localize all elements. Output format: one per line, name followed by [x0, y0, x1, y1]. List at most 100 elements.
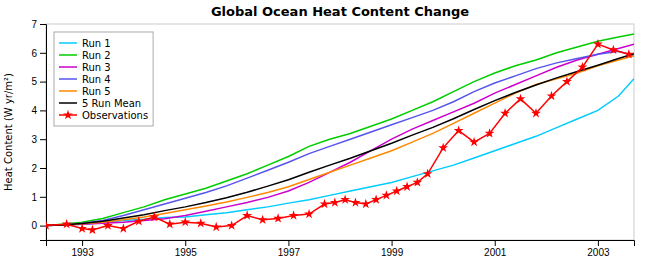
tick: 2003 [587, 240, 610, 258]
legend-label: Run 4 [82, 74, 111, 85]
legend-swatch [59, 42, 77, 44]
x-axis: 1993 1995 1997 1999 2001 2003 [47, 240, 635, 258]
tick-mark [598, 240, 599, 246]
marker [304, 209, 314, 218]
marker [531, 108, 541, 117]
marker [77, 223, 87, 232]
legend-label: Run 1 [82, 38, 111, 49]
y-axis: 0 1 2 3 4 5 6 7 [31, 19, 46, 241]
series-line [46, 79, 634, 226]
tick-label: 6 [31, 48, 37, 59]
tick: 1993 [71, 240, 94, 258]
marker [423, 169, 433, 178]
marker [402, 182, 412, 191]
tick-mark [40, 197, 46, 198]
tick-label: 1999 [381, 247, 404, 258]
tick: 5 [31, 76, 46, 87]
marker [516, 94, 526, 103]
tick-label: 3 [31, 134, 37, 145]
tick-label: 1995 [175, 247, 198, 258]
tick-mark [392, 240, 393, 246]
marker [351, 197, 361, 206]
tick-mark [495, 240, 496, 246]
tick-mark [40, 110, 46, 111]
plot-frame [46, 24, 634, 240]
tick-mark [82, 240, 83, 246]
tick: 0 [31, 220, 46, 231]
marker [118, 223, 128, 232]
tick-mark [40, 226, 46, 227]
marker [340, 195, 350, 204]
marker [242, 210, 252, 219]
marker [180, 217, 190, 226]
tick: 6 [31, 48, 46, 59]
tick-label: 2003 [587, 247, 610, 258]
axis-line [47, 241, 635, 247]
marker [392, 186, 402, 195]
marker [469, 137, 479, 146]
tick-mark [40, 139, 46, 140]
marker [227, 220, 237, 229]
marker [485, 128, 495, 137]
marker [578, 62, 588, 71]
marker [593, 39, 603, 48]
tick-label: 5 [31, 76, 37, 87]
tick-label: 1 [31, 192, 37, 203]
tick: 1 [31, 192, 46, 203]
marker [320, 199, 330, 208]
marker [500, 108, 510, 117]
legend-frame [54, 32, 153, 126]
marker [562, 76, 572, 85]
legend-label: Run 2 [82, 50, 111, 61]
legend: Run 1Run 2Run 3Run 4Run 55 Run MeanObser… [54, 32, 153, 126]
marker [62, 219, 72, 228]
y-axis-title: Heat Content (W yr/m²) [3, 73, 14, 191]
legend-marker [63, 110, 73, 119]
tick: 7 [31, 19, 46, 30]
tick-mark [40, 168, 46, 169]
axis-line [40, 25, 47, 241]
marker [624, 49, 634, 58]
tick: 2001 [484, 240, 507, 258]
legend-label: Run 5 [82, 86, 111, 97]
marker [454, 125, 464, 134]
legend-swatch [59, 102, 77, 104]
tick-label: 1993 [71, 247, 94, 258]
marker [608, 45, 618, 54]
legend-label: Run 3 [82, 62, 111, 73]
tick: 4 [31, 105, 46, 116]
tick: 1995 [175, 240, 198, 258]
title: Global Ocean Heat Content Change [211, 4, 469, 19]
tick-label: 2 [31, 163, 37, 174]
tick-mark [40, 82, 46, 83]
marker [46, 220, 51, 229]
tick: 3 [31, 134, 46, 145]
tick: 2 [31, 163, 46, 174]
legend-swatch [59, 54, 77, 56]
marker [134, 216, 144, 225]
tick-label: 2001 [484, 247, 507, 258]
marker [149, 212, 159, 221]
marker [196, 218, 206, 227]
marker [371, 195, 381, 204]
marker [330, 197, 340, 206]
tick-mark [185, 240, 186, 246]
chart: 1993 1995 1997 1999 2001 2003 0 1 2 3 4 5 6 7 Global O… [0, 0, 650, 262]
legend-label: 5 Run Mean [82, 98, 141, 109]
marker [165, 219, 175, 228]
tick: 1997 [278, 240, 301, 258]
tick-mark [40, 24, 46, 25]
tick-label: 7 [31, 19, 37, 30]
marker [211, 222, 221, 231]
tick-label: 0 [31, 220, 37, 231]
legend-swatch [59, 90, 77, 92]
marker [289, 210, 299, 219]
tick-mark [40, 53, 46, 54]
tick-label: 4 [31, 105, 37, 116]
marker [88, 225, 98, 234]
marker [273, 213, 283, 222]
marker [103, 220, 113, 229]
tick: 1999 [381, 240, 404, 258]
marker [547, 91, 557, 100]
tick-mark [288, 240, 289, 246]
